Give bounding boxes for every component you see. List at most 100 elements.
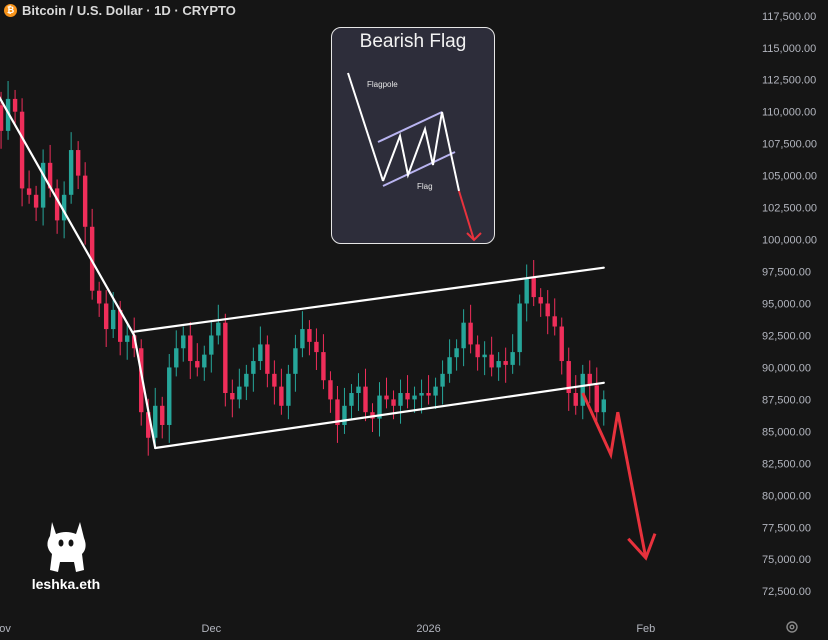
candle	[552, 298, 557, 336]
bearish-flag-diagram: Flagpole Flag Bearish Flag	[331, 27, 495, 244]
bearish-flag-drawing: Flagpole Flag	[347, 72, 482, 242]
candle	[314, 328, 319, 370]
candle	[68, 132, 74, 204]
candle	[75, 141, 81, 190]
candle	[272, 360, 277, 405]
price-tick-label: 115,000.00	[762, 43, 816, 55]
price-tick-label: 97,500.00	[762, 267, 811, 279]
candle	[293, 334, 298, 392]
flag-label: Flag	[417, 182, 433, 191]
candle	[335, 385, 340, 443]
time-tick-label: 2026	[416, 623, 440, 635]
flagpole-label: Flagpole	[367, 80, 398, 89]
candle	[531, 260, 536, 307]
watermark: leshka.eth	[26, 518, 106, 592]
bitcoin-icon: ₿	[4, 3, 17, 17]
candle	[12, 89, 18, 126]
trendlines-layer	[0, 96, 605, 450]
price-tick-label: 80,000.00	[762, 490, 811, 502]
candle	[244, 364, 249, 401]
candle	[258, 326, 263, 370]
candle	[377, 382, 382, 437]
candle	[300, 311, 305, 358]
price-tick-label: 77,500.00	[762, 522, 811, 534]
time-tick-label: Nov	[0, 623, 11, 635]
candle	[510, 334, 515, 374]
candle	[580, 364, 585, 420]
candles-layer	[0, 81, 606, 456]
candle	[54, 179, 60, 234]
price-tick-label: 105,000.00	[762, 171, 817, 183]
candle	[398, 379, 403, 424]
projection-layer	[581, 392, 657, 561]
candle	[33, 185, 39, 222]
candle	[496, 352, 501, 381]
candle	[26, 170, 32, 204]
price-tick-label: 110,000.00	[762, 107, 816, 119]
candle	[202, 345, 207, 381]
candle	[405, 375, 410, 409]
price-tick-label: 95,000.00	[762, 299, 811, 311]
candle	[321, 334, 326, 390]
trendline-flagpole	[0, 96, 136, 337]
candle	[601, 390, 606, 426]
candle	[412, 386, 417, 413]
trendline-flag-bottom	[154, 381, 605, 450]
candle	[103, 290, 109, 347]
candle	[538, 288, 543, 317]
candle	[96, 281, 102, 317]
candle	[545, 290, 550, 335]
candle	[265, 335, 270, 388]
flag-zigzag	[382, 111, 460, 192]
candle	[230, 379, 235, 418]
price-tick-label: 85,000.00	[762, 426, 811, 438]
candle	[153, 387, 158, 447]
candle	[566, 347, 571, 411]
flag-bottom-line	[382, 151, 456, 187]
price-tick-label: 90,000.00	[762, 362, 811, 374]
inset-title: Bearish Flag	[359, 31, 467, 52]
watermark-text: leshka.eth	[31, 576, 101, 592]
candle	[125, 322, 130, 360]
symbol-title[interactable]: Bitcoin / U.S. Dollar · 1D · CRYPTO	[22, 2, 236, 18]
candle	[188, 322, 193, 379]
candle	[440, 360, 445, 405]
candle	[517, 294, 522, 366]
projection-arrowhead	[627, 533, 657, 561]
candle	[307, 320, 312, 356]
flag-top-line	[377, 111, 443, 143]
price-tick-label: 112,500.00	[762, 75, 816, 87]
candle	[237, 368, 242, 409]
candle	[426, 375, 431, 405]
candle	[40, 149, 46, 226]
time-axis[interactable]: Nov Dec 2026 Feb	[0, 623, 655, 635]
gear-icon[interactable]	[785, 620, 799, 634]
candle	[433, 377, 438, 409]
candle	[594, 367, 599, 422]
trendline-pole-to-flag	[133, 334, 157, 450]
price-tick-label: 100,000.00	[762, 235, 817, 247]
breakdown-line	[458, 190, 475, 241]
candle	[167, 354, 172, 443]
candle	[419, 379, 424, 414]
projection-path	[581, 392, 648, 559]
breakdown-arrowhead	[466, 232, 482, 242]
candle	[461, 309, 466, 367]
candle	[384, 377, 389, 409]
time-tick-label: Dec	[202, 623, 222, 635]
candle	[363, 368, 368, 422]
candle	[209, 322, 214, 373]
price-axis[interactable]: 117,500.00 115,000.00 112,500.00 110,000.00…	[762, 11, 817, 598]
trendline-flag-top	[133, 266, 605, 333]
flagpole-line	[347, 72, 384, 182]
time-tick-label: Feb	[636, 623, 655, 635]
price-tick-label: 87,500.00	[762, 394, 811, 406]
candle	[587, 360, 592, 404]
price-tick-label: 107,500.00	[762, 139, 817, 151]
candle	[174, 330, 179, 377]
price-tick-label: 92,500.00	[762, 330, 811, 342]
candle	[181, 326, 186, 362]
candle	[328, 371, 333, 413]
candle	[489, 336, 494, 377]
